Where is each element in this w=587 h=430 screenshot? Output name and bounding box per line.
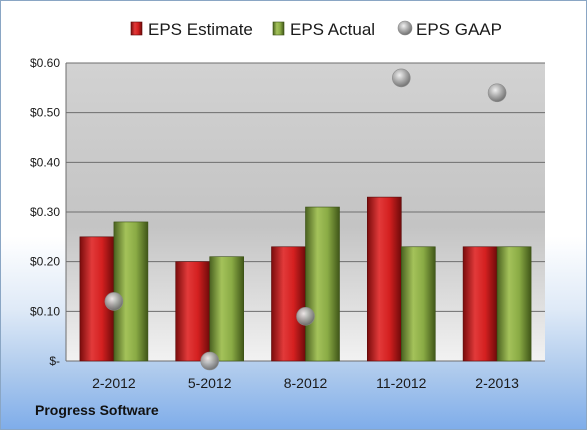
eps-gaap-point (296, 306, 315, 326)
legend-gaap-swatch (397, 20, 413, 36)
eps-actual-bar (400, 246, 436, 362)
legend-estimate-swatch (130, 21, 143, 36)
x-tick-label: 11-2012 (376, 375, 427, 391)
eps-gaap-point (487, 83, 507, 103)
eps-actual-bar (113, 221, 149, 362)
eps-actual-bar (496, 246, 532, 362)
eps-estimate-bar (175, 261, 210, 362)
eps-actual-bar (209, 256, 244, 362)
y-tick-label: $0.10 (30, 304, 60, 318)
eps-estimate-bar (462, 246, 498, 362)
eps-gaap-point (391, 68, 411, 88)
x-tick-label: 8-2012 (284, 375, 328, 391)
legend-gaap-label: EPS GAAP (416, 20, 502, 39)
legend-estimate-label: EPS Estimate (148, 20, 253, 39)
x-tick-label: 2-2012 (92, 375, 136, 391)
eps-gaap-point (200, 351, 219, 371)
y-tick-label: $0.60 (30, 56, 60, 70)
eps-estimate-bar (271, 246, 306, 362)
eps-gaap-point (104, 292, 124, 311)
legend-actual-label: EPS Actual (290, 20, 375, 39)
y-tick-label: $0.40 (30, 155, 60, 169)
legend-actual-swatch (272, 21, 285, 36)
y-tick-label: $0.30 (30, 205, 60, 219)
eps-estimate-bar (366, 196, 402, 362)
x-tick-label: 2-2013 (475, 375, 519, 391)
y-tick-label: $0.50 (30, 106, 60, 120)
y-tick-label: $- (49, 354, 60, 368)
x-tick-label: 5-2012 (188, 375, 232, 391)
y-tick-label: $0.20 (30, 255, 60, 269)
legend: EPS Estimate EPS Actual EPS GAAP (130, 20, 502, 39)
eps-actual-bar (305, 206, 340, 362)
company-caption: Progress Software (35, 402, 159, 418)
